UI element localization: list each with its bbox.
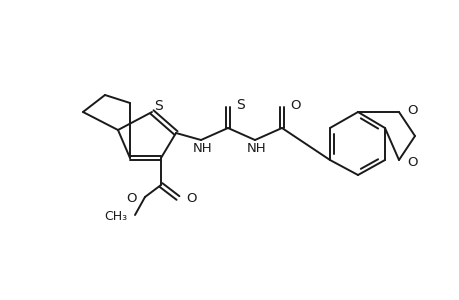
Text: S: S [154,99,163,113]
Text: O: O [289,98,300,112]
Text: S: S [235,98,244,112]
Text: O: O [185,193,196,206]
Text: NH: NH [193,142,213,155]
Text: O: O [406,103,417,116]
Text: O: O [406,155,417,169]
Text: NH: NH [246,142,266,155]
Text: O: O [126,191,137,205]
Text: CH₃: CH₃ [104,211,127,224]
